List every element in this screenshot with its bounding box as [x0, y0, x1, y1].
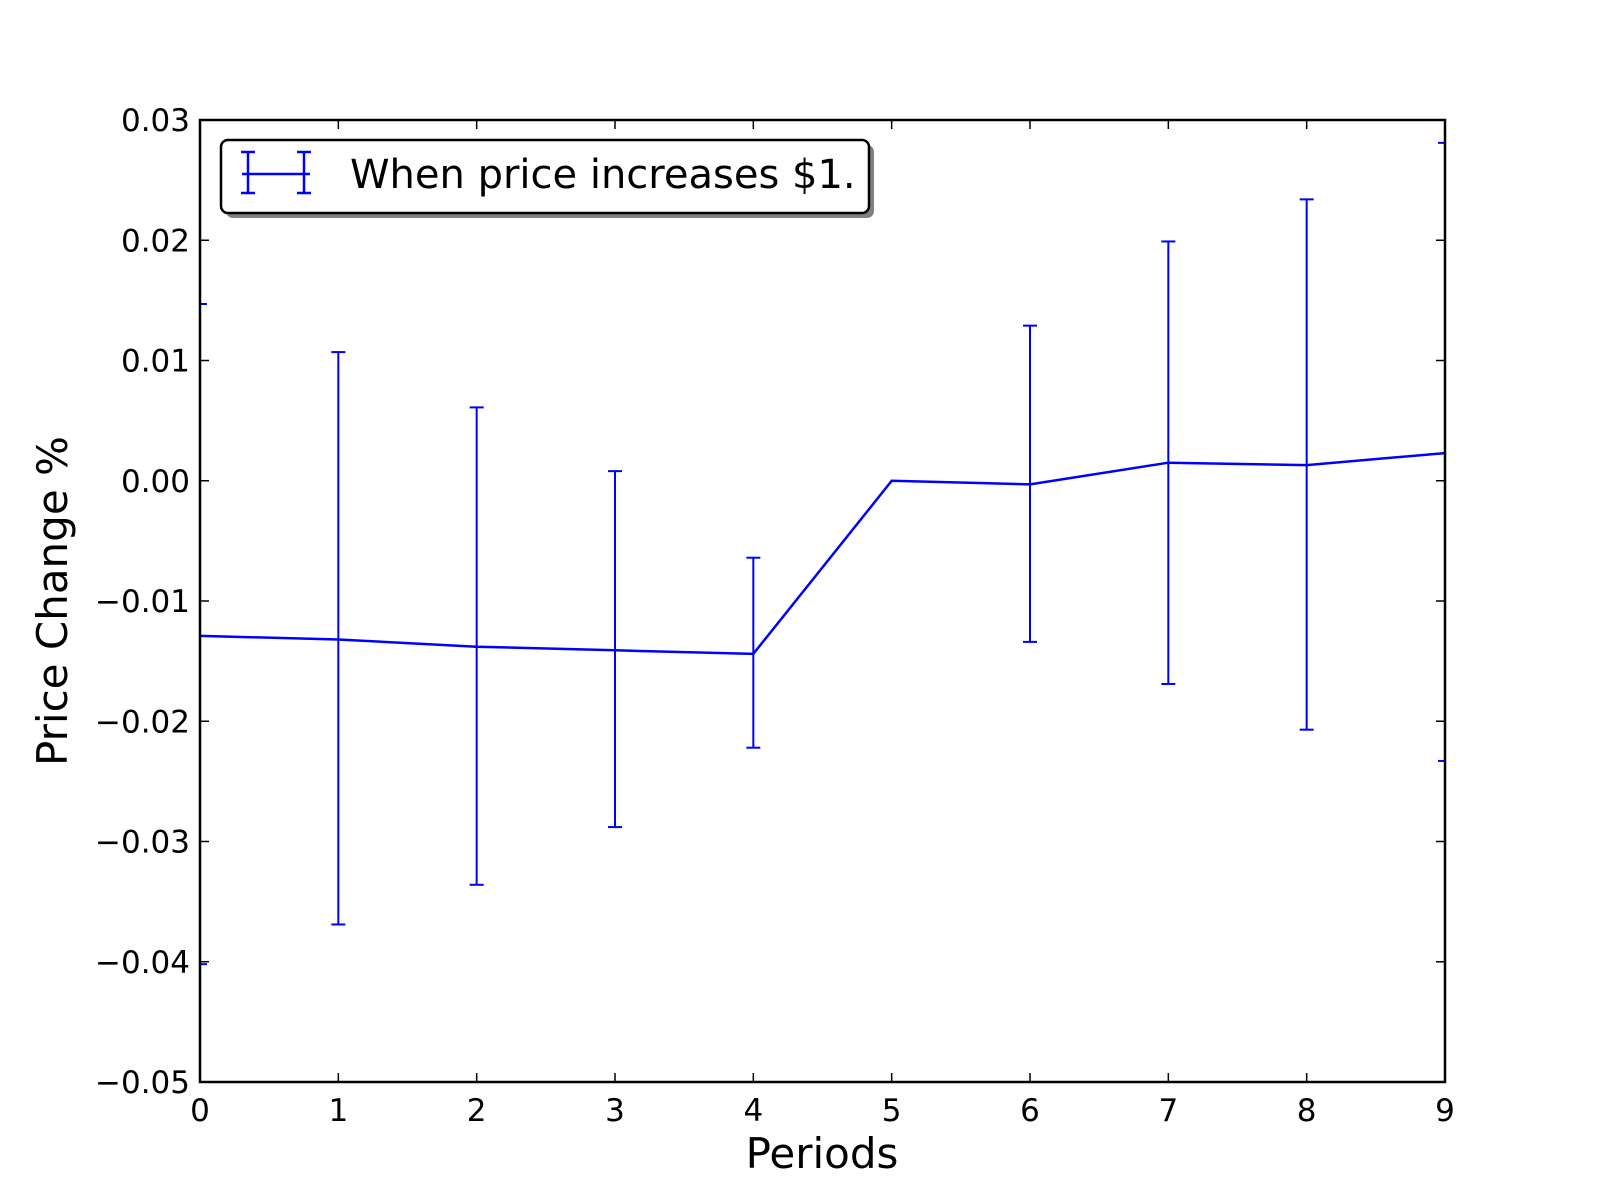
y-tick-label: −0.02	[95, 704, 190, 740]
y-tick-label: −0.03	[95, 825, 190, 861]
error-bar	[1161, 240, 1176, 685]
x-tick-label: 1	[328, 1093, 348, 1129]
error-bar	[608, 470, 622, 829]
x-tick-label: 0	[190, 1093, 210, 1129]
plot-frame	[198, 118, 1447, 1084]
error-bar	[1438, 141, 1445, 762]
series-line	[200, 451, 1445, 656]
tick-labels: 0 1 2 3 4 5 6 7 8 9 −0.05 −0.04 −0.03 −0.02 −0.01 0.00 0…	[95, 103, 1455, 1129]
y-tick-label: 0.02	[121, 223, 190, 259]
x-tick-label: 9	[1435, 1093, 1455, 1129]
x-tick-label: 3	[605, 1093, 625, 1129]
y-tick-label: 0.00	[121, 464, 190, 500]
x-tick-label: 6	[1020, 1093, 1040, 1129]
x-tick-label: 7	[1158, 1093, 1178, 1129]
plot-area	[200, 141, 1445, 966]
y-tick-label: 0.01	[121, 344, 190, 380]
x-tick-label: 5	[882, 1093, 902, 1129]
error-bar	[200, 302, 207, 966]
x-tick-label: 2	[467, 1093, 487, 1129]
error-bar	[1299, 198, 1314, 731]
error-bar	[746, 556, 761, 749]
y-tick-label: −0.05	[95, 1065, 190, 1101]
legend: When price increases $1.	[219, 138, 874, 218]
legend-errorbar-icon	[241, 150, 311, 195]
y-axis-label: Price Change %	[28, 436, 77, 766]
legend-box	[219, 138, 871, 215]
y-tick-label: 0.03	[121, 103, 190, 139]
x-tick-label: 4	[743, 1093, 763, 1129]
y-tick-label: −0.01	[95, 584, 190, 620]
x-axis-label: Periods	[746, 1129, 899, 1178]
x-tick-label: 8	[1297, 1093, 1317, 1129]
legend-label: When price increases $1.	[350, 152, 856, 198]
error-bar	[469, 406, 484, 886]
error-bar	[1023, 324, 1037, 643]
error-bar	[331, 351, 346, 926]
y-tick-label: −0.04	[95, 945, 190, 981]
